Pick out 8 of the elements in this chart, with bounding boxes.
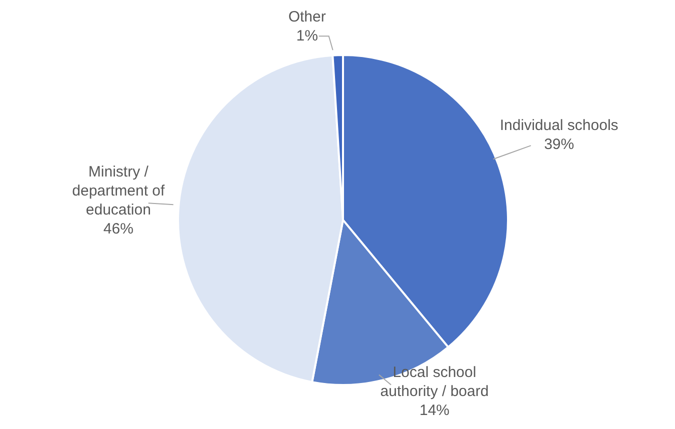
slice-label: Local school authority / board bbox=[380, 364, 489, 400]
slice-label: Ministry / department of education bbox=[72, 164, 166, 219]
data-label: 1% bbox=[296, 28, 318, 45]
data-label: 39% bbox=[544, 136, 574, 153]
slice-label: Other bbox=[288, 8, 326, 26]
data-label: 14% bbox=[419, 402, 450, 420]
slice-label: Individual schools bbox=[500, 116, 618, 134]
data-label: 46% bbox=[103, 220, 134, 238]
